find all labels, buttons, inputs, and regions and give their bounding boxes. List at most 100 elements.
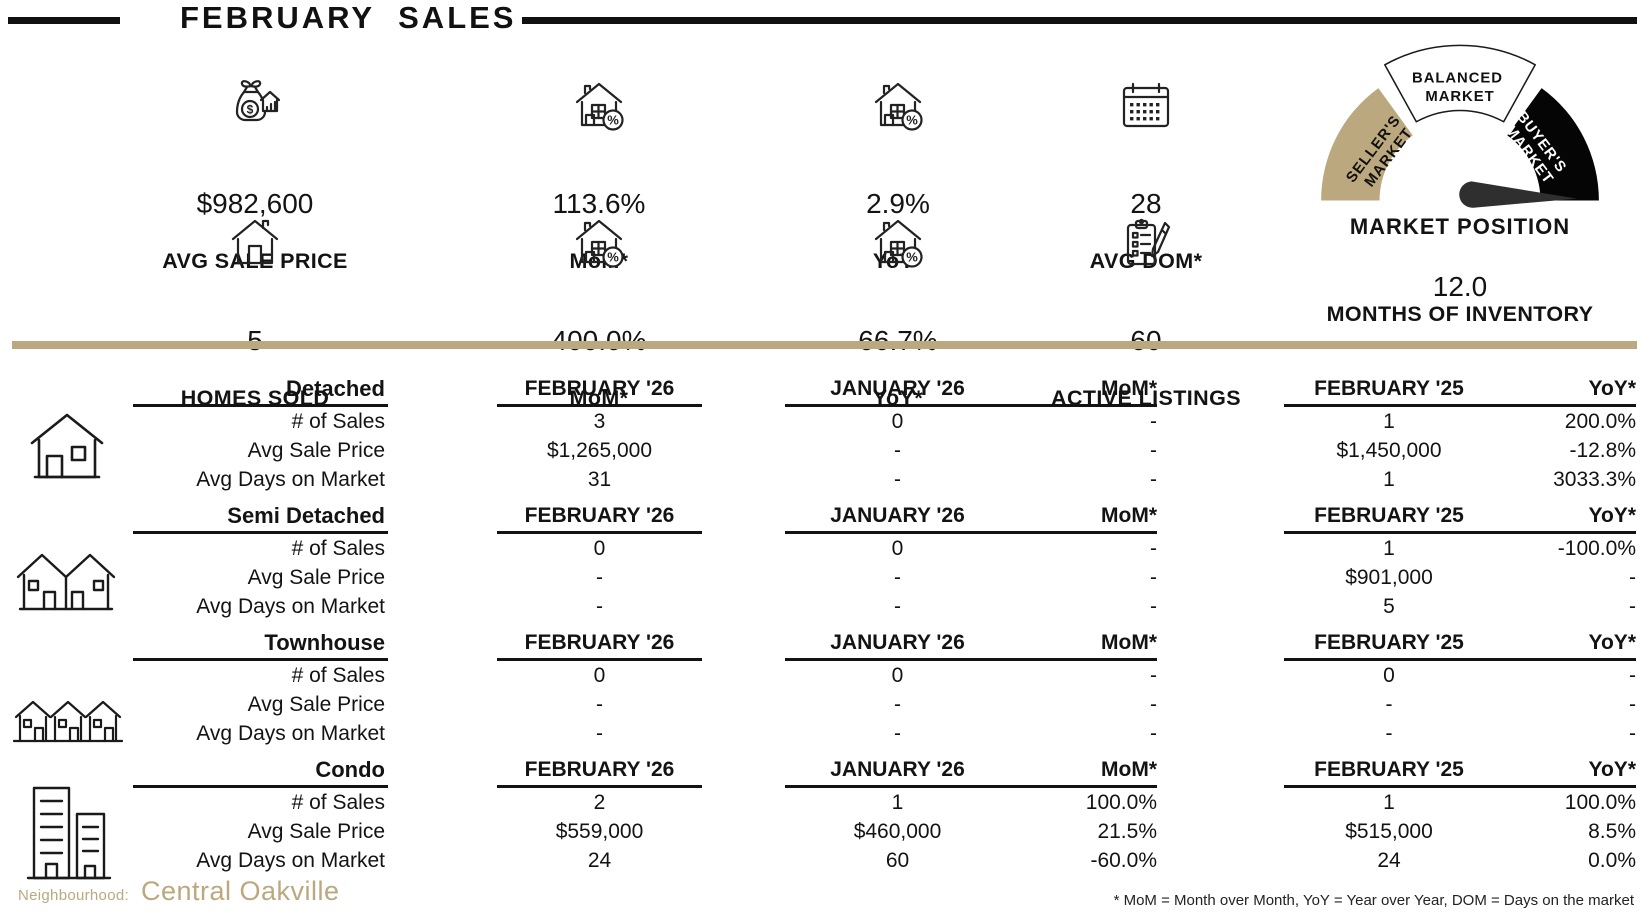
cell-mom: - xyxy=(1150,595,1157,618)
col-header-yoy: YoY* xyxy=(1588,631,1636,654)
neighbourhood: Neighbourhood: Central Oakville xyxy=(18,876,340,907)
header-underline xyxy=(133,785,388,788)
header-underline xyxy=(1284,785,1636,788)
clipboard-pencil-icon xyxy=(996,215,1296,269)
cell-yoy: 8.5% xyxy=(1588,820,1636,843)
cell-feb25: 1 xyxy=(1383,468,1395,491)
cell-jan26: - xyxy=(894,693,901,716)
col-header-mom: MoM* xyxy=(1101,377,1157,400)
col-header-yoy: YoY* xyxy=(1588,377,1636,400)
stat-label: AVG DOM* xyxy=(1089,249,1203,273)
cell-mom: - xyxy=(1150,566,1157,589)
cell-feb25: 1 xyxy=(1383,410,1395,433)
col-header-yoy: YoY* xyxy=(1588,504,1636,527)
cell-feb26: - xyxy=(596,566,603,589)
cell-jan26: - xyxy=(894,722,901,745)
cell-feb25: - xyxy=(1385,722,1393,745)
house-percent-icon: % xyxy=(748,78,1048,132)
cell-feb26: $559,000 xyxy=(555,820,644,843)
svg-text:%: % xyxy=(607,250,619,265)
condo-icon xyxy=(24,784,114,884)
col-header-mom: MoM* xyxy=(1101,504,1157,527)
stat-avg-dom: 28 AVG DOM* xyxy=(996,78,1296,273)
cell-yoy: 200.0% xyxy=(1564,410,1636,433)
stat-yoy-sold: % 66.7% YoY* xyxy=(748,215,1048,410)
cell-mom: - xyxy=(1150,410,1157,433)
cell-feb26: 0 xyxy=(593,664,606,687)
cell-feb25: $901,000 xyxy=(1345,566,1433,589)
header-underline xyxy=(785,658,1157,661)
cell-yoy: - xyxy=(1629,595,1636,618)
stat-active-listings: 60 ACTIVE LISTINGS xyxy=(996,215,1296,410)
table-section-townhouse: Townhouse FEBRUARY '26 JANUARY '26 MoM* … xyxy=(0,627,1650,754)
cell-mom: - xyxy=(1150,722,1157,745)
col-header-jan26: JANUARY '26 xyxy=(830,758,965,781)
col-header-feb26: FEBRUARY '26 xyxy=(524,504,675,527)
cell-mom: - xyxy=(1150,439,1157,462)
title-rule-right xyxy=(522,17,1637,24)
cell-feb26: - xyxy=(596,722,603,745)
header-underline xyxy=(133,404,388,407)
header-underline xyxy=(785,531,1157,534)
cell-jan26: $460,000 xyxy=(853,820,942,843)
header-underline xyxy=(785,785,1157,788)
cell-feb26: 3 xyxy=(593,410,606,433)
cell-feb26: 31 xyxy=(587,468,612,491)
cell-jan26: 1 xyxy=(891,791,904,814)
cell-feb25: 5 xyxy=(1383,595,1395,618)
row-label: Avg Sale Price xyxy=(247,566,385,589)
cell-yoy: 3033.3% xyxy=(1553,468,1636,491)
cell-mom: 21.5% xyxy=(1097,820,1157,843)
cell-mom: 100.0% xyxy=(1085,791,1157,814)
cell-mom: - xyxy=(1150,468,1157,491)
cell-yoy: - xyxy=(1629,693,1636,716)
detached-house-icon xyxy=(28,410,106,480)
stat-value: 60 xyxy=(996,326,1296,356)
neighbourhood-label: Neighbourhood: xyxy=(18,887,129,904)
col-header-jan26: JANUARY '26 xyxy=(830,504,965,527)
col-header-mom: MoM* xyxy=(1101,631,1157,654)
row-label: # of Sales xyxy=(291,791,385,814)
months-of-inventory-label: MONTHS OF INVENTORY xyxy=(1326,302,1594,326)
cell-feb25: 0 xyxy=(1383,664,1395,687)
calendar-icon xyxy=(996,78,1296,132)
gauge-segment-sellers xyxy=(1321,88,1413,201)
gauge-needle xyxy=(1459,181,1577,208)
cell-yoy: -12.8% xyxy=(1569,439,1636,462)
house-percent-icon: % xyxy=(449,215,749,269)
stat-label: HOMES SOLD xyxy=(180,386,330,410)
svg-text:%: % xyxy=(607,113,619,128)
townhouse-icon xyxy=(12,697,124,745)
stat-value: 113.6% xyxy=(552,188,646,219)
cell-feb26: 24 xyxy=(587,849,612,872)
col-header-mom: MoM* xyxy=(1101,758,1157,781)
cell-feb26: - xyxy=(596,693,603,716)
header-underline xyxy=(133,658,388,661)
title-rule-left xyxy=(8,17,120,24)
stat-avg-sale-price: $ $982,600 AVG SALE PRICE xyxy=(105,78,405,273)
col-header-feb26: FEBRUARY '26 xyxy=(524,377,675,400)
cell-mom: - xyxy=(1150,664,1157,687)
cell-jan26: 0 xyxy=(891,664,904,687)
cell-feb26: - xyxy=(596,595,603,618)
cell-jan26: - xyxy=(894,439,901,462)
cell-yoy: -100.0% xyxy=(1557,537,1636,560)
footnote: * MoM = Month over Month, YoY = Year ove… xyxy=(1113,892,1634,909)
stat-homes-sold: 5 HOMES SOLD xyxy=(105,215,405,410)
table-section-condo: Condo FEBRUARY '26 JANUARY '26 MoM* FEBR… xyxy=(0,754,1650,881)
cell-mom: -60.0% xyxy=(1090,849,1157,872)
svg-text:%: % xyxy=(906,250,918,265)
property-type: Townhouse xyxy=(264,630,385,655)
stat-label: AVG SALE PRICE xyxy=(162,249,348,273)
header-underline xyxy=(1284,658,1636,661)
stat-mom-price: % 113.6% MoM* xyxy=(449,78,749,273)
cell-jan26: - xyxy=(894,468,901,491)
cell-yoy: 100.0% xyxy=(1564,791,1636,814)
cell-jan26: 0 xyxy=(891,410,904,433)
row-label: # of Sales xyxy=(291,410,385,433)
header-underline xyxy=(133,531,388,534)
stat-value: $982,600 xyxy=(196,188,314,219)
market-position-gauge: SELLER'S MARKET BALANCED MARKET BUYER'S … xyxy=(1321,44,1599,208)
cell-feb26: 2 xyxy=(593,791,606,814)
row-label: Avg Days on Market xyxy=(196,722,385,745)
